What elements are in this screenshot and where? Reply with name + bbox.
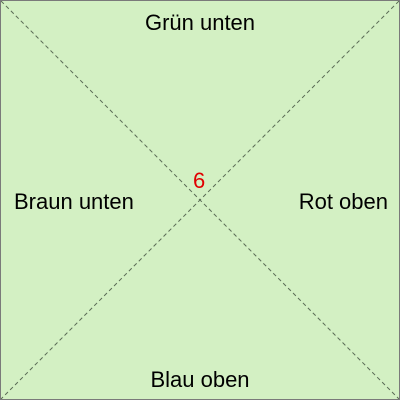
label-left: Braun unten bbox=[14, 189, 134, 214]
label-right: Rot oben bbox=[298, 189, 388, 214]
label-top: Grün unten bbox=[144, 10, 256, 35]
label-bottom: Blau oben bbox=[150, 367, 250, 392]
center-number: 6 bbox=[193, 168, 206, 193]
